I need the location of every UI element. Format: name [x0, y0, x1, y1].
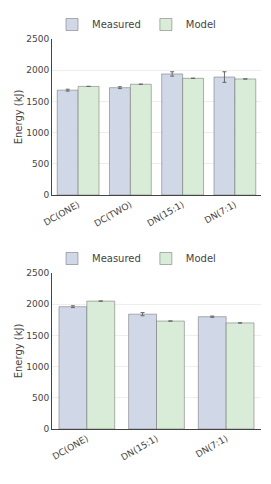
svg-text:DN(7:1): DN(7:1): [203, 199, 238, 225]
svg-text:1500: 1500: [26, 97, 49, 107]
svg-text:0: 0: [43, 190, 49, 200]
svg-text:2000: 2000: [26, 299, 49, 309]
svg-text:Model: Model: [186, 253, 216, 264]
svg-text:DN(7:1): DN(7:1): [194, 433, 229, 459]
svg-text:2000: 2000: [26, 65, 49, 75]
svg-text:DN(15:1): DN(15:1): [119, 433, 159, 462]
svg-text:DC(TWO): DC(TWO): [93, 199, 134, 229]
svg-text:1500: 1500: [26, 331, 49, 341]
svg-text:Energy (kJ): Energy (kJ): [13, 324, 24, 379]
svg-text:Model: Model: [186, 19, 216, 30]
svg-text:2500: 2500: [26, 34, 49, 44]
svg-text:DN(15:1): DN(15:1): [145, 199, 185, 228]
svg-text:1000: 1000: [26, 362, 49, 372]
svg-text:1000: 1000: [26, 128, 49, 138]
svg-text:DC(ONE): DC(ONE): [51, 433, 90, 462]
svg-text:Measured: Measured: [92, 253, 141, 264]
svg-text:Measured: Measured: [92, 19, 141, 30]
svg-text:0: 0: [43, 424, 49, 434]
svg-text:500: 500: [32, 393, 49, 403]
svg-text:2500: 2500: [26, 268, 49, 278]
svg-text:500: 500: [32, 159, 49, 169]
svg-text:Energy (kJ): Energy (kJ): [13, 90, 24, 145]
svg-text:DC(ONE): DC(ONE): [42, 199, 81, 228]
